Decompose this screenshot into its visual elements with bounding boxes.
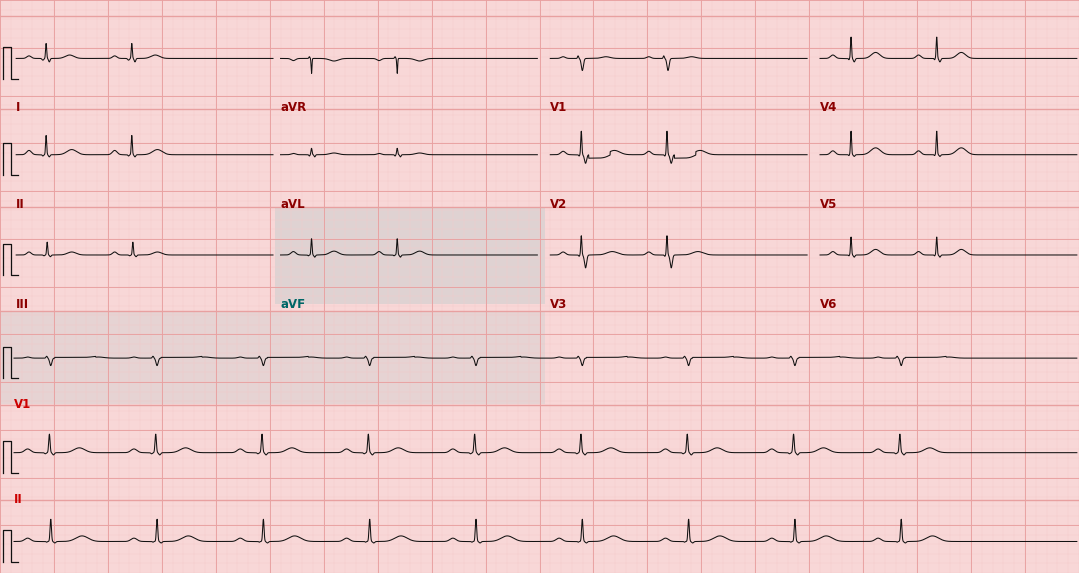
Text: V1: V1 (550, 101, 568, 115)
Text: aVF: aVF (281, 298, 305, 311)
Text: V5: V5 (820, 198, 837, 211)
Bar (0, 311, 545, 404)
Text: V1: V1 (14, 398, 31, 411)
Text: V3: V3 (550, 298, 568, 311)
Text: II: II (14, 493, 23, 506)
Bar (275, 207, 545, 304)
Text: aVL: aVL (281, 198, 305, 211)
Text: V6: V6 (820, 298, 837, 311)
Text: III: III (16, 298, 29, 311)
Text: I: I (16, 101, 21, 115)
Text: II: II (16, 198, 25, 211)
Text: V2: V2 (550, 198, 568, 211)
Text: V4: V4 (820, 101, 837, 115)
Text: aVR: aVR (281, 101, 306, 115)
